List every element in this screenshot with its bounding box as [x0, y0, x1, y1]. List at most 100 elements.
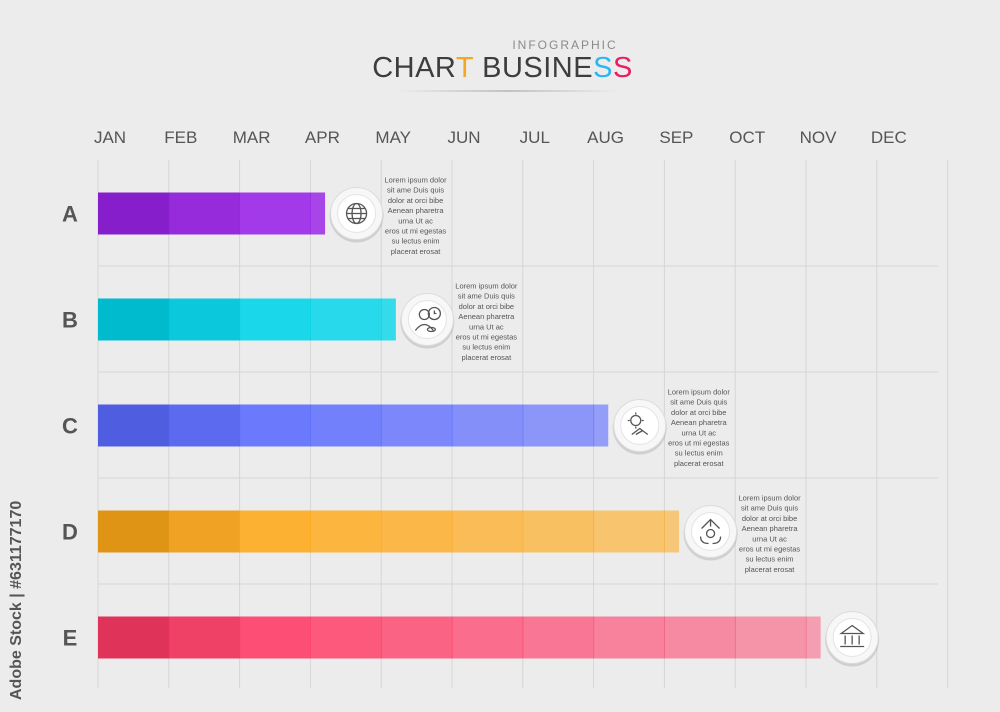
bar-segment-shade [168, 192, 241, 235]
bar-description-line: su lectus enim [462, 343, 510, 352]
bar-segment [98, 298, 170, 341]
stock-watermark: Adobe Stock | #631177170 [8, 500, 25, 700]
bar-segment [381, 298, 396, 341]
category-label: A [62, 202, 78, 227]
bar-segment [664, 510, 680, 553]
bar-segment [452, 510, 524, 553]
bar-description-line: Aenean pharetra [388, 206, 445, 215]
bar-segment-shade [98, 404, 170, 447]
bar-segment [310, 298, 382, 341]
icon-badge-inner [620, 406, 660, 445]
month-tick-label: OCT [729, 128, 765, 147]
bar-segment [239, 510, 311, 553]
bar-description-line: dolor at orci bibe [742, 514, 797, 523]
bar-segment [664, 616, 736, 659]
recycle-gear-icon [699, 518, 722, 545]
bar-segment [239, 298, 311, 341]
bar-description-line: placerat erosat [462, 353, 513, 362]
bar-segment [98, 192, 170, 235]
infographic-subtitle: INFOGRAPHIC [512, 38, 618, 52]
chart-title: CHART BUSINESS [0, 52, 1000, 85]
bar-segment-shade [168, 404, 241, 447]
bar-segment [522, 616, 595, 659]
gear-handshake-icon [627, 412, 649, 436]
bar-segment [239, 192, 311, 235]
bar-segment [452, 404, 524, 447]
bar-segment [310, 616, 382, 659]
bar-segment-shade [98, 510, 170, 553]
bar-description-line: su lectus enim [392, 237, 440, 246]
category-label: D [62, 520, 78, 545]
month-tick-label: MAR [233, 128, 271, 147]
bar-segment [593, 510, 665, 553]
bar-description-line: dolor at orci bibe [388, 196, 443, 205]
bar-description-line: Lorem ipsum dolor [385, 176, 448, 185]
month-tick-label: MAY [375, 128, 411, 147]
bar-segment [452, 616, 524, 659]
bar-description-line: sit ame Duis quis [741, 504, 798, 513]
bar-segment [168, 192, 241, 235]
bar-description-line: urna Ut ac [752, 534, 787, 543]
bar-segment [310, 192, 326, 235]
bar-description-line: Lorem ipsum dolor [455, 282, 518, 291]
bar-description-line: eros ut mi egestas [456, 333, 518, 342]
bar-description-line: Aenean pharetra [742, 524, 799, 533]
month-tick-label: FEB [164, 128, 197, 147]
bar-segment-shade [168, 616, 241, 659]
bar-description-line: placerat erosat [674, 459, 725, 468]
bar-segment-shade [168, 510, 241, 553]
bar-description-line: eros ut mi egestas [739, 545, 801, 554]
bar-segment [168, 404, 241, 447]
bar-segment [310, 510, 382, 553]
bar-segment [381, 616, 453, 659]
bar-description-line: Aenean pharetra [671, 418, 728, 427]
bar-description-line: sit ame Duis quis [458, 292, 515, 301]
bar-segment [806, 616, 821, 659]
bar-segment [522, 510, 595, 553]
month-tick-label: JAN [94, 128, 126, 147]
bar-description-line: su lectus enim [746, 555, 794, 564]
bar-segment [168, 510, 241, 553]
title-part: S [612, 52, 633, 84]
bar-segment [593, 616, 665, 659]
category-label: E [63, 626, 78, 651]
businessman-clock-icon [414, 306, 442, 333]
globe-icon [345, 202, 368, 225]
title-part: S [593, 52, 613, 84]
bar-segment [239, 616, 311, 659]
month-tick-label: NOV [800, 128, 838, 147]
icon-badge-inner [407, 300, 447, 339]
category-label: B [62, 308, 78, 333]
bar-segment [168, 298, 241, 341]
bar-segment [98, 510, 170, 553]
bar-description-line: urna Ut ac [681, 428, 716, 437]
icon-badge-inner [691, 512, 731, 551]
bar-segment-shade [98, 616, 170, 659]
bar-description-line: Aenean pharetra [458, 312, 515, 321]
bar-segment [735, 616, 807, 659]
month-tick-label: JUL [520, 128, 550, 147]
bar-segment [310, 404, 382, 447]
month-tick-label: DEC [871, 128, 907, 147]
bar-description-line: sit ame Duis quis [387, 186, 444, 195]
bar-segment [593, 404, 609, 447]
bar-description-line: eros ut mi egestas [668, 439, 730, 448]
bar-segment [98, 404, 170, 447]
title-part: T [455, 52, 474, 84]
bar-segment-shade [98, 298, 170, 341]
bar-segment [381, 404, 453, 447]
bar-description-line: eros ut mi egestas [385, 227, 447, 236]
month-tick-label: JUN [447, 128, 480, 147]
bar-description-line: placerat erosat [745, 565, 796, 574]
bar-segment-shade [98, 192, 170, 235]
category-label: C [62, 414, 78, 439]
bar-segment [168, 616, 241, 659]
bar-description-line: su lectus enim [675, 449, 723, 458]
bar-segment [239, 404, 311, 447]
month-tick-label: SEP [659, 128, 693, 147]
bank-icon [839, 624, 866, 648]
bar-segment [522, 404, 595, 447]
bar-description-line: urna Ut ac [398, 216, 433, 225]
